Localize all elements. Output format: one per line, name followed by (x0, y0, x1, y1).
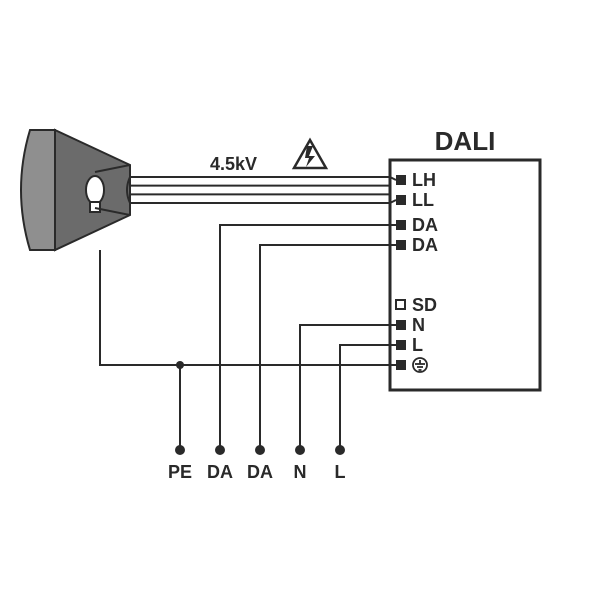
lamp-base (90, 202, 100, 212)
terminal-label: SD (412, 295, 437, 315)
terminals-input: SDNL (396, 295, 437, 372)
terminal-node (215, 445, 225, 455)
lamp-bulb (86, 176, 104, 204)
terminal-node-label: N (294, 462, 307, 482)
dali-controller: DALI LHLL DADA SDNL (390, 126, 540, 390)
terminal-label: LL (412, 190, 434, 210)
terminal-node-label: DA (207, 462, 233, 482)
terminal-label: LH (412, 170, 436, 190)
terminal-node (255, 445, 265, 455)
terminal-node-label: PE (168, 462, 192, 482)
bottom-terminals: PE DA DA N L (168, 445, 346, 482)
hv-wire-bundle (127, 177, 390, 203)
terminal-label: DA (412, 215, 438, 235)
controller-title: DALI (435, 126, 496, 156)
wiring (100, 177, 396, 450)
terminal-node-label: DA (247, 462, 273, 482)
terminal-label: N (412, 315, 425, 335)
terminal-node (295, 445, 305, 455)
terminal-node (335, 445, 345, 455)
hv-warning-icon (294, 140, 326, 168)
voltage-label: 4.5kV (210, 154, 257, 174)
terminal-node (175, 445, 185, 455)
terminal-node-label: L (335, 462, 346, 482)
terminal-label: L (412, 335, 423, 355)
terminal-label: DA (412, 235, 438, 255)
lamp-housing (21, 130, 55, 250)
lamp-fixture (21, 130, 130, 250)
terminals-output: LHLL DADA (396, 170, 438, 255)
